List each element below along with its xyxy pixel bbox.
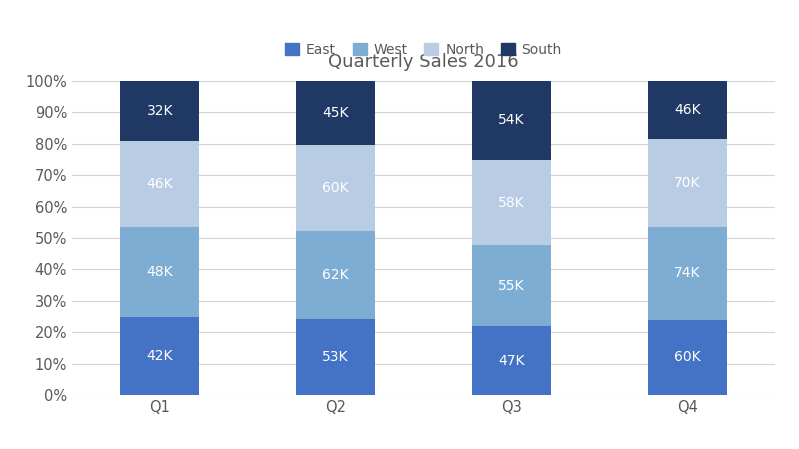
Bar xyxy=(296,145,376,231)
Text: 46K: 46K xyxy=(674,103,701,117)
Bar xyxy=(471,81,551,160)
Legend: East, West, North, South: East, West, North, South xyxy=(280,37,567,62)
Text: 62K: 62K xyxy=(322,268,349,282)
Text: 55K: 55K xyxy=(498,279,525,293)
Text: 54K: 54K xyxy=(498,114,525,128)
Text: 45K: 45K xyxy=(322,106,349,120)
Bar xyxy=(471,326,551,395)
Text: 53K: 53K xyxy=(322,350,349,364)
Bar xyxy=(296,81,376,145)
Bar xyxy=(121,81,200,141)
Text: 42K: 42K xyxy=(146,349,173,363)
Bar xyxy=(648,81,727,139)
Text: 74K: 74K xyxy=(674,266,701,280)
Text: 47K: 47K xyxy=(498,354,525,368)
Title: Quarterly Sales 2016: Quarterly Sales 2016 xyxy=(328,53,519,71)
Text: 60K: 60K xyxy=(322,181,349,195)
Bar xyxy=(648,139,727,227)
Bar xyxy=(296,319,376,395)
Text: 46K: 46K xyxy=(146,177,173,191)
Bar xyxy=(648,320,727,395)
Bar xyxy=(296,231,376,319)
Bar xyxy=(121,317,200,395)
Text: 60K: 60K xyxy=(674,350,701,365)
Text: 58K: 58K xyxy=(498,196,525,210)
Bar xyxy=(471,160,551,245)
Bar xyxy=(121,227,200,317)
Text: 48K: 48K xyxy=(146,264,173,279)
Text: 70K: 70K xyxy=(674,176,701,189)
Bar xyxy=(121,141,200,227)
Bar xyxy=(471,245,551,326)
Text: 32K: 32K xyxy=(146,104,173,118)
Bar xyxy=(648,227,727,320)
